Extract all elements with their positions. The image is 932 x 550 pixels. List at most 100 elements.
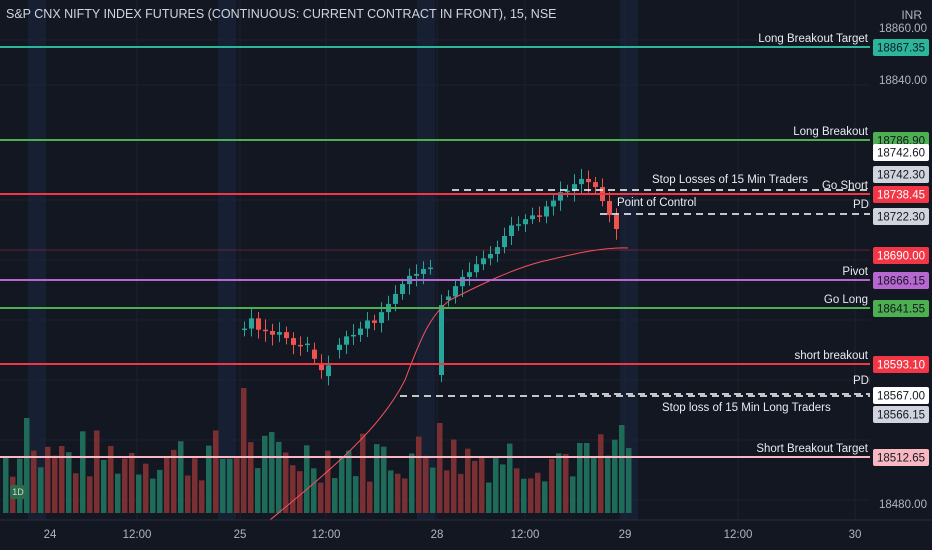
- volume-bar: [556, 453, 562, 513]
- volume-bar: [514, 468, 520, 513]
- volume-bar: [206, 445, 212, 513]
- time-tick: 12:00: [312, 529, 341, 541]
- volume-bar: [199, 480, 205, 513]
- candle-body: [298, 344, 303, 347]
- price-axis: 18867.3518786.9018738.4518666.1518641.55…: [870, 0, 932, 520]
- candle-body: [544, 206, 549, 217]
- candle-body: [467, 272, 472, 277]
- price-label-bg: [873, 144, 929, 161]
- volume-bar: [283, 452, 289, 513]
- volume-bar: [612, 439, 618, 513]
- volume-bar: [563, 453, 569, 513]
- price-label: 18641.55: [877, 304, 925, 316]
- level-label: Go Short: [822, 180, 869, 192]
- volume-bar: [143, 463, 149, 513]
- volume-bar: [66, 452, 72, 513]
- volume-bar: [591, 457, 597, 513]
- volume-bar: [94, 430, 100, 513]
- volume-bar: [430, 467, 436, 513]
- volume-bar: [535, 472, 541, 513]
- volume-bar: [157, 469, 163, 513]
- volume-bar: [101, 459, 107, 513]
- price-label-bg: [873, 300, 929, 317]
- volume-bar: [325, 450, 331, 513]
- time-tick: 25: [234, 529, 247, 541]
- volume-bar: [339, 457, 345, 513]
- volume-bar: [584, 443, 590, 513]
- candle-body: [460, 276, 465, 287]
- level-label: Long Breakout Target: [758, 33, 869, 45]
- level-label: Long Breakout: [793, 126, 869, 138]
- candle-body: [593, 182, 598, 188]
- level-label: short breakout: [794, 350, 868, 362]
- candle-body: [572, 184, 577, 191]
- volume-bar: [605, 455, 611, 513]
- volume-bar: [45, 446, 51, 513]
- volume-bar: [444, 470, 450, 513]
- volume-bar: [220, 458, 226, 513]
- volume-bar: [297, 471, 303, 513]
- volume-bar: [437, 423, 443, 513]
- volume-bar: [542, 481, 548, 513]
- price-label: 18666.15: [877, 276, 925, 288]
- candle-body: [277, 332, 282, 335]
- candle-body: [256, 318, 261, 330]
- price-label: 18722.30: [877, 212, 925, 224]
- volume-bar: [185, 475, 191, 513]
- candle-body: [516, 224, 521, 226]
- candle-body: [428, 267, 433, 270]
- volume-bar: [472, 460, 478, 513]
- price-label: 18742.60: [877, 148, 925, 160]
- chart-title: S&P CNX NIFTY INDEX FUTURES (CONTINUOUS:…: [6, 7, 557, 21]
- volume-bar: [108, 446, 114, 513]
- candle-body: [614, 215, 619, 230]
- volume-bar: [31, 450, 37, 513]
- volume-bar: [164, 457, 170, 513]
- candle-body: [474, 264, 479, 273]
- level-label: Go Long: [824, 294, 868, 306]
- price-label-bg: [873, 387, 929, 404]
- volume-bar: [388, 470, 394, 513]
- volume-bar: [276, 441, 282, 513]
- volume-bar: [500, 464, 506, 513]
- volume-bar: [262, 435, 268, 513]
- timeframe-badge[interactable]: 1D: [10, 485, 26, 499]
- time-tick: 28: [431, 529, 444, 541]
- price-tick: 18480.00: [879, 499, 927, 511]
- volume-bar: [234, 458, 240, 513]
- candle-body: [558, 192, 563, 201]
- time-axis-bg: [0, 520, 932, 550]
- currency-label[interactable]: INR: [901, 8, 922, 22]
- price-label: 18690.00: [877, 251, 925, 263]
- volume-bar: [395, 473, 401, 513]
- candle-body: [365, 320, 370, 329]
- volume-bar: [80, 431, 86, 513]
- candle-body: [446, 296, 451, 300]
- candlestick-series: [242, 168, 619, 386]
- volume-bar: [3, 456, 9, 513]
- price-label-bg: [873, 272, 929, 289]
- annotation-label: Point of Control: [617, 197, 696, 209]
- price-label: 18567.00: [877, 391, 925, 403]
- candle-body: [586, 178, 591, 183]
- volume-bar: [528, 478, 534, 513]
- volume-bar: [255, 468, 261, 513]
- volume-bar: [360, 433, 366, 513]
- session-band: [28, 0, 46, 520]
- price-tick: 18840.00: [879, 75, 927, 87]
- candle-body: [379, 312, 384, 323]
- volume-bar: [465, 448, 471, 513]
- price-label-bg: [873, 449, 929, 466]
- volume-bar: [213, 430, 219, 513]
- volume-bar: [129, 452, 135, 513]
- candle-body: [358, 328, 363, 335]
- session-band: [417, 0, 435, 520]
- volume-bar: [59, 446, 65, 513]
- price-label: 18867.35: [877, 43, 925, 55]
- volume-bar: [248, 442, 254, 513]
- price-label-bg: [873, 406, 929, 423]
- volume-bar: [521, 478, 527, 513]
- volume-bars: [3, 388, 632, 513]
- candle-body: [453, 286, 458, 297]
